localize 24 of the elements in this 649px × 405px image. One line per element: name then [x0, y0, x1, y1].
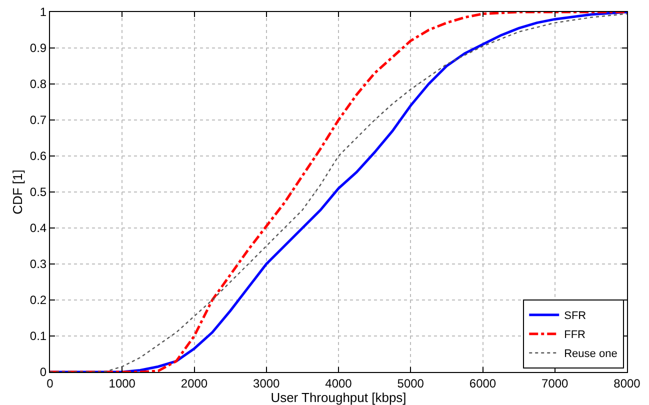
y-tick-label: 0.4 — [30, 221, 47, 236]
x-tick-label: 6000 — [469, 376, 496, 390]
x-tick-label: 3000 — [253, 376, 280, 390]
y-axis-title: CDF [1] — [10, 170, 25, 214]
x-tick-label: 7000 — [542, 376, 569, 390]
y-tick-label: 0.1 — [30, 329, 47, 344]
x-tick-label: 5000 — [397, 376, 424, 390]
x-tick-label: 1000 — [108, 376, 136, 390]
legend-label: Reuse one — [564, 348, 618, 360]
x-tick-label: 8000 — [614, 376, 641, 390]
y-tick-label: 0.6 — [30, 149, 47, 164]
x-tick-label: 2000 — [180, 376, 208, 390]
y-tick-label: 0.8 — [30, 77, 47, 92]
x-tick-label: 4000 — [325, 376, 352, 390]
y-tick-label: 0.5 — [30, 185, 47, 200]
y-tick-label: 0.3 — [30, 257, 47, 272]
y-tick-label: 0.2 — [30, 293, 47, 308]
legend-label: SFR — [564, 310, 586, 322]
x-axis-title: User Throughput [kbps] — [270, 390, 406, 405]
y-tick-label: 0.9 — [30, 41, 47, 56]
y-tick-label: 0.7 — [30, 113, 47, 128]
y-tick-label: 0 — [40, 365, 47, 380]
y-tick-label: 1 — [40, 5, 47, 20]
legend-label: FFR — [564, 329, 586, 342]
